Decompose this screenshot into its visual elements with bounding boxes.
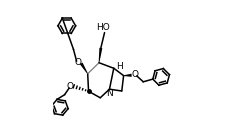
Text: O: O — [131, 70, 138, 79]
Polygon shape — [87, 62, 99, 74]
Polygon shape — [123, 74, 131, 77]
Text: H: H — [116, 62, 123, 71]
Polygon shape — [79, 62, 88, 74]
Text: O: O — [74, 58, 81, 67]
Text: O: O — [66, 82, 73, 91]
Text: N: N — [106, 89, 113, 98]
Text: HO: HO — [96, 23, 109, 32]
Polygon shape — [98, 48, 102, 63]
